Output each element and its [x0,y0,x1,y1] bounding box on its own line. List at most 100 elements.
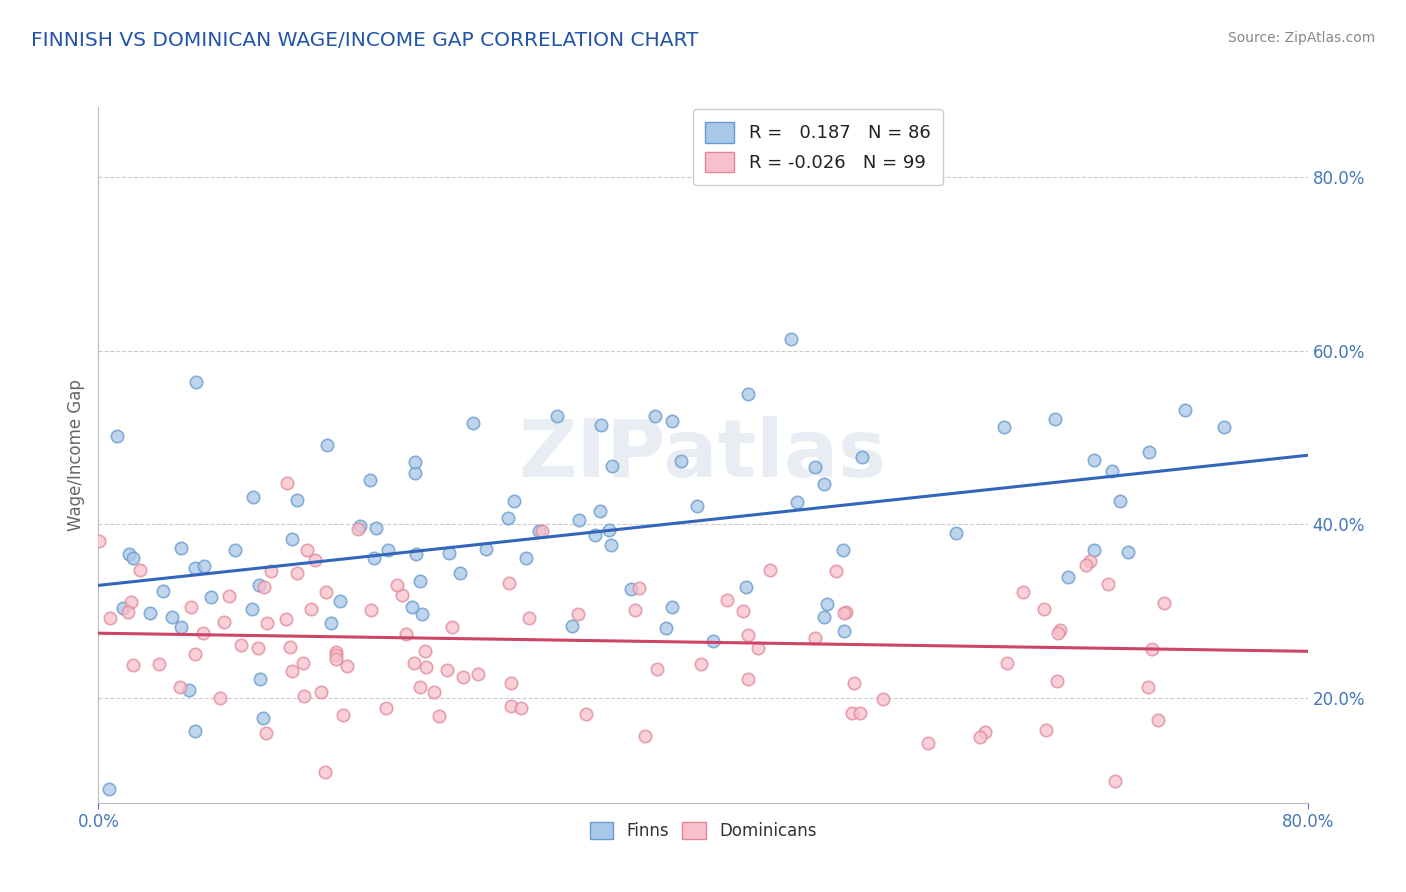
Point [276,475,298,490]
Point [253,580,276,594]
Point [209,690,232,705]
Point [256,616,278,631]
Point [461,416,484,430]
Point [285,566,308,581]
Point [780,332,803,346]
Point [423,685,446,699]
Point [186,375,208,389]
Point [835,605,858,619]
Point [98,782,121,797]
Point [1101,464,1123,478]
Point [1109,493,1132,508]
Point [385,578,408,592]
Point [1046,626,1069,640]
Point [669,454,692,468]
Point [391,588,413,602]
Point [561,619,583,633]
Point [451,669,474,683]
Point [249,672,271,686]
Point [737,628,759,642]
Point [661,599,683,614]
Point [1083,543,1105,558]
Point [509,701,531,715]
Point [993,419,1015,434]
Point [467,666,489,681]
Point [177,683,200,698]
Point [349,518,371,533]
Point [405,547,427,561]
Point [786,495,808,509]
Point [229,639,252,653]
Point [804,460,827,475]
Point [336,659,359,673]
Point [502,493,524,508]
Point [360,603,382,617]
Point [315,584,337,599]
Point [404,656,426,670]
Point [427,708,450,723]
Point [314,764,336,779]
Point [436,664,458,678]
Point [841,706,863,720]
Point [413,644,436,658]
Point [409,574,432,589]
Point [281,532,304,546]
Point [139,606,162,620]
Point [832,606,855,620]
Point [498,510,520,524]
Point [260,564,283,578]
Point [655,621,678,635]
Point [499,698,522,713]
Point [129,563,152,577]
Point [404,455,426,469]
Point [1140,641,1163,656]
Point [832,542,855,557]
Point [574,706,596,721]
Point [364,520,387,534]
Point [254,726,277,740]
Point [449,566,471,581]
Point [1011,584,1033,599]
Point [474,542,496,557]
Point [309,685,332,699]
Point [117,605,139,619]
Point [1074,558,1097,572]
Point [1137,680,1160,694]
Point [737,387,759,401]
Point [530,524,553,539]
Point [329,594,352,608]
Point [589,504,612,518]
Point [325,645,347,659]
Point [247,640,270,655]
Point [395,627,418,641]
Point [731,604,754,618]
Point [184,723,207,738]
Point [120,595,142,609]
Point [1104,773,1126,788]
Point [118,547,141,561]
Point [87,534,110,549]
Y-axis label: Wage/Income Gap: Wage/Income Gap [66,379,84,531]
Point [568,513,591,527]
Point [817,597,839,611]
Point [212,615,235,629]
Point [598,523,620,537]
Point [184,648,207,662]
Point [98,611,121,625]
Point [546,409,568,423]
Point [375,701,398,715]
Point [160,609,183,624]
Point [183,561,205,575]
Point [304,553,326,567]
Point [441,620,464,634]
Point [332,708,354,723]
Point [363,550,385,565]
Point [411,607,433,621]
Point [627,581,650,595]
Point [170,541,193,556]
Point [224,543,246,558]
Point [401,599,423,614]
Point [813,477,835,491]
Text: ZIPatlas: ZIPatlas [519,416,887,494]
Point [1097,577,1119,591]
